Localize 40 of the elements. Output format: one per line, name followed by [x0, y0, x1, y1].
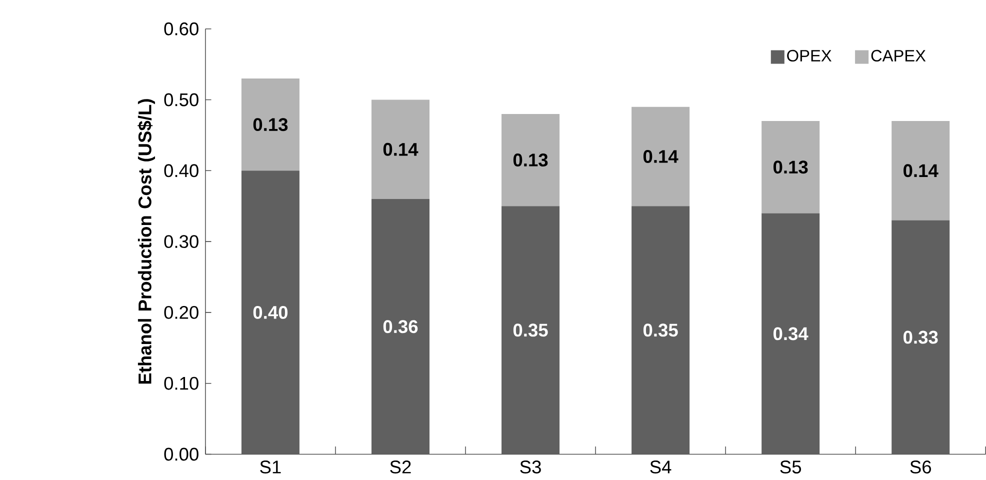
data-label: 0.13	[253, 118, 288, 131]
y-tick-label: 0.50	[164, 93, 198, 106]
bar	[502, 114, 560, 206]
bar	[892, 120, 950, 220]
data-label: 0.34	[774, 326, 808, 340]
y-tick-label: 0.10	[164, 376, 198, 390]
data-label: 0.35	[513, 323, 548, 336]
x-tick-label: S2	[390, 460, 411, 474]
data-label: 0.13	[513, 153, 548, 166]
bar	[371, 100, 430, 199]
data-label: 0.40	[253, 306, 288, 319]
x-tick-label: S6	[910, 460, 931, 474]
data-label: 0.14	[643, 150, 678, 163]
legend-label: OPEX	[787, 50, 832, 62]
bar	[762, 212, 820, 454]
bar	[241, 170, 300, 454]
bar	[371, 198, 430, 454]
bar	[502, 206, 560, 454]
bar	[892, 220, 950, 454]
bar	[632, 206, 690, 454]
y-tick-label: 0.30	[164, 234, 198, 248]
legend-label: CAPEX	[871, 50, 926, 62]
data-label: 0.35	[643, 323, 678, 336]
data-label: 0.36	[383, 320, 418, 333]
y-tick-label: 0.20	[164, 306, 198, 319]
x-tick-label: S3	[520, 460, 541, 474]
data-label: 0.14	[383, 142, 418, 156]
data-label: 0.33	[904, 330, 938, 344]
bar	[241, 78, 300, 170]
data-label: 0.14	[904, 164, 938, 177]
bar	[762, 120, 820, 213]
bar	[632, 106, 690, 206]
x-tick-label: S5	[780, 460, 802, 474]
y-tick-label: 0.60	[164, 22, 198, 36]
data-label: 0.13	[774, 160, 808, 174]
x-tick-label: S4	[650, 460, 672, 474]
y-axis-title: Ethanol Production Cost (US$/L)	[138, 98, 156, 384]
y-tick-label: 0.00	[164, 448, 198, 460]
x-tick-label: S1	[260, 460, 281, 474]
y-tick-label: 0.40	[164, 164, 198, 177]
